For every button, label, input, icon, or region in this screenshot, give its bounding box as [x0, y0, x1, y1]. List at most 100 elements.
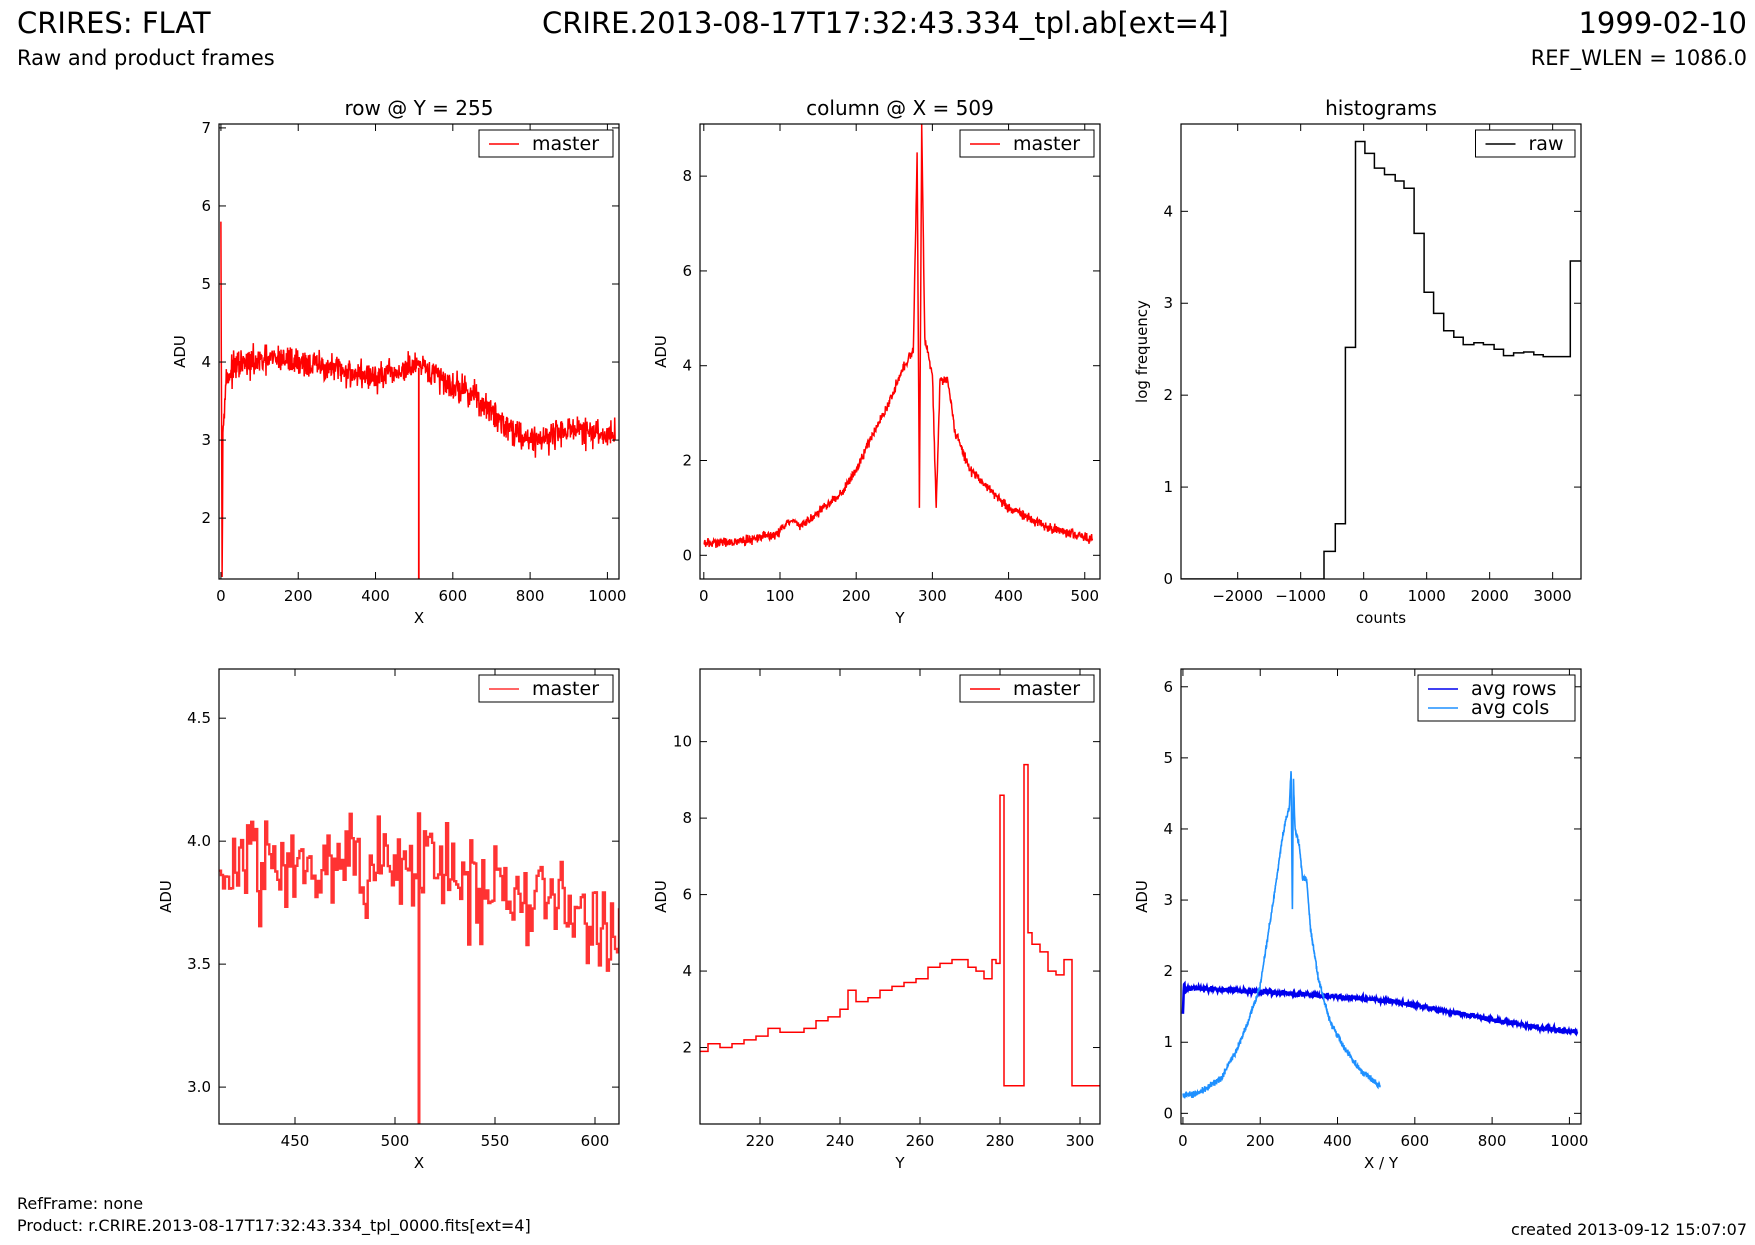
legend-box: [1417, 674, 1576, 722]
chart-panel-2: 0 100 200 300 400 500 0 2 4 6 8 Y ADU column @ X = 50…: [652, 96, 1101, 627]
x-tick-label: 600: [438, 587, 467, 605]
legend-label: avg rows: [1471, 678, 1556, 700]
y-tick-label: 2: [682, 452, 692, 470]
y-tick-label: 5: [1163, 749, 1173, 767]
y-tick-label: 2: [1163, 962, 1173, 980]
series-line-avg-cols: [1182, 771, 1381, 1099]
chart-panel-5: 220 240 260 280 300 2 4 6 8 10 Y ADU master: [652, 668, 1101, 1172]
x-axis-label: counts: [1356, 609, 1406, 627]
legend-label: master: [532, 133, 599, 155]
legend-label: avg cols: [1471, 697, 1549, 719]
series-line-master: [219, 812, 619, 972]
x-tick-label: 550: [481, 1132, 510, 1150]
y-tick-label: 0: [1163, 1104, 1173, 1122]
x-tick-label: 1000: [588, 587, 626, 605]
legend: master: [959, 129, 1095, 158]
y-axis-label: ADU: [157, 880, 175, 913]
x-tick-label: 800: [516, 587, 545, 605]
y-tick-label: 1: [1163, 478, 1173, 496]
x-tick-label: 0: [1359, 587, 1369, 605]
x-axis-label: Y: [894, 609, 905, 627]
y-tick-label: 6: [201, 197, 211, 215]
y-tick-label: 6: [682, 886, 692, 904]
y-tick-label: 10: [673, 733, 692, 751]
y-tick-label: 3: [1163, 294, 1173, 312]
x-tick-label: 400: [1323, 1132, 1352, 1150]
x-tick-label: 220: [746, 1132, 775, 1150]
y-tick-label: 3: [201, 431, 211, 449]
x-tick-label: 200: [284, 587, 313, 605]
x-tick-label: 300: [918, 587, 947, 605]
legend: raw: [1475, 129, 1576, 158]
x-tick-label: 0: [1178, 1132, 1188, 1150]
y-tick-label: 7: [201, 119, 211, 137]
y-tick-label: 5: [201, 275, 211, 293]
series-line-raw: [1181, 140, 1581, 579]
y-tick-label: 0: [682, 546, 692, 564]
x-tick-label: 400: [994, 587, 1023, 605]
y-tick-label: 3.5: [187, 955, 211, 973]
chart-title: histograms: [1325, 96, 1437, 120]
y-tick-label: 3.0: [187, 1078, 211, 1096]
y-tick-label: 4: [682, 357, 692, 375]
date-label: 1999-02-10: [1578, 6, 1747, 40]
y-axis-label: ADU: [171, 335, 189, 368]
x-tick-label: 800: [1478, 1132, 1507, 1150]
x-tick-label: 100: [766, 587, 795, 605]
plot-frame: [699, 123, 1101, 580]
legend-label: master: [1013, 133, 1080, 155]
y-axis-label: ADU: [652, 335, 670, 368]
x-tick-label: 500: [381, 1132, 410, 1150]
legend: master: [959, 674, 1095, 703]
chart-panel-1: 0 200 400 600 800 1000 2 3 4 5 6 7 X ADU row @ Y = 255…: [171, 96, 626, 627]
x-tick-label: 200: [1246, 1132, 1275, 1150]
x-tick-label: 280: [986, 1132, 1015, 1150]
figure-title: CRIRES: FLAT: [17, 6, 211, 40]
x-tick-label: 500: [1070, 587, 1099, 605]
ref-frame-label: RefFrame: none: [17, 1194, 144, 1213]
chart-title: column @ X = 509: [806, 96, 994, 120]
y-tick-label: 3: [1163, 891, 1173, 909]
file-name-title: CRIRE.2013-08-17T17:32:43.334_tpl.ab[ext…: [542, 6, 1229, 40]
y-tick-label: 6: [1163, 678, 1173, 696]
plot-frame: [1180, 123, 1582, 580]
x-axis-label: X / Y: [1364, 1154, 1399, 1172]
x-tick-label: 400: [361, 587, 390, 605]
created-label: created 2013-09-12 15:07:07: [1511, 1220, 1747, 1239]
plot-frame: [1180, 668, 1582, 1125]
y-tick-label: 4.0: [187, 832, 211, 850]
x-axis-label: X: [414, 609, 424, 627]
y-axis-label: ADU: [652, 880, 670, 913]
x-tick-label: 600: [1400, 1132, 1429, 1150]
legend: master: [478, 674, 614, 703]
x-tick-label: 300: [1066, 1132, 1095, 1150]
y-tick-label: 4: [1163, 202, 1173, 220]
x-tick-label: −2000: [1212, 587, 1263, 605]
y-tick-label: 8: [682, 809, 692, 827]
x-tick-label: 450: [281, 1132, 310, 1150]
figure-subtitle: Raw and product frames: [17, 46, 275, 70]
series-line-avg-rows: [1181, 980, 1579, 1037]
y-tick-label: 4.5: [187, 709, 211, 727]
ref-wlen-label: REF_WLEN = 1086.0: [1530, 46, 1747, 70]
y-tick-label: 4: [1163, 820, 1173, 838]
x-tick-label: 1000: [1550, 1132, 1588, 1150]
x-tick-label: 600: [581, 1132, 610, 1150]
legend-label: master: [532, 678, 599, 700]
series-line-master: [220, 221, 616, 578]
chart-panel-3: −2000 −1000 0 1000 2000 3000 0 1 2 3 4 counts log fr…: [1133, 96, 1582, 627]
y-axis-label: ADU: [1133, 880, 1151, 913]
y-tick-label: 0: [1163, 570, 1173, 588]
x-tick-label: 240: [826, 1132, 855, 1150]
series-line-master: [700, 763, 1100, 1087]
plot-frame: [699, 668, 1101, 1125]
chart-title: row @ Y = 255: [345, 96, 494, 120]
x-tick-label: 260: [906, 1132, 935, 1150]
series-line-master: [703, 124, 1094, 548]
y-tick-label: 2: [682, 1039, 692, 1057]
y-tick-label: 2: [1163, 386, 1173, 404]
legend: master: [478, 129, 614, 158]
plot-frame: [218, 123, 620, 580]
x-axis-label: X: [414, 1154, 424, 1172]
